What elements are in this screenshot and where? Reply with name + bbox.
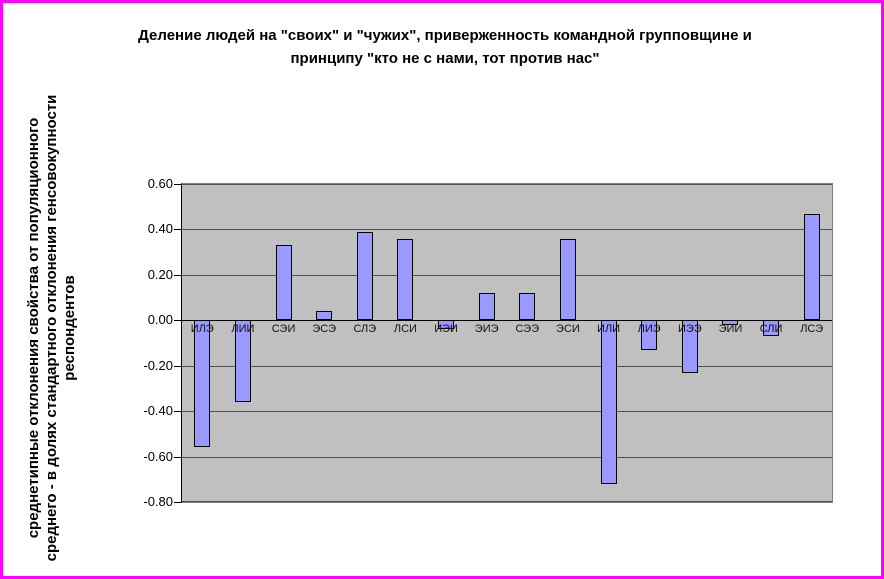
category-label-ЛИЭ: ЛИЭ [637, 323, 661, 336]
bar-СЛИ [763, 320, 780, 337]
bar-ИЛЭ [194, 320, 211, 448]
chart-title-line2: принципу "кто не с нами, тот против нас" [290, 49, 600, 67]
gridline [182, 274, 832, 276]
bar-ЛИЭ [641, 320, 658, 350]
bar-ЛСИ [397, 238, 414, 321]
bar-ИЭИ [438, 320, 455, 330]
gridline [182, 501, 832, 502]
plot-area: ИЛЭ ЛИИ СЭИ ЭСЭ СЛЭ ЛСИ ИЭИ ЭИЭ СЭЭ ЭСИ ИЛИ ЛИЭ ИЭЭ Э… [181, 183, 833, 503]
bar-ЭИЭ [478, 293, 495, 321]
y-tick-label: -0.80 [143, 494, 173, 509]
bar-ЭСЭ [316, 311, 333, 321]
bar-ЭСИ [559, 238, 576, 321]
category-label-ЭИИ: ЭИИ [718, 323, 743, 336]
bar-ИЭЭ [681, 320, 698, 373]
y-tick-label: -0.40 [143, 403, 173, 419]
gridline [182, 411, 832, 413]
category-label-ЛИИ: ЛИИ [231, 323, 255, 336]
bar-СЭИ [275, 245, 292, 321]
bar-ЛСЭ [803, 213, 820, 321]
y-tick-label: -0.20 [143, 357, 173, 373]
y-tick-label: 0.20 [147, 266, 173, 282]
y-tick-mark [174, 365, 181, 367]
bar-ЛИИ [234, 320, 251, 403]
category-label-ЭСЭ: ЭСЭ [312, 323, 336, 336]
y-tick-mark [174, 320, 181, 322]
y-axis-label: среднетипные отклонения свойства от попу… [25, 94, 78, 562]
y-tick-mark [174, 229, 181, 231]
category-label-ЭИЭ: ЭИЭ [474, 323, 499, 336]
gridline [182, 365, 832, 367]
gridline [182, 184, 832, 185]
y-tick-label: 0.40 [147, 221, 173, 237]
bar-СЭЭ [519, 293, 536, 321]
y-tick-mark [174, 184, 181, 185]
category-label-ИЛЭ: ИЛЭ [190, 323, 214, 336]
gridline [182, 229, 832, 231]
y-tick-mark [174, 502, 181, 503]
y-tick-label: 0.00 [147, 312, 173, 328]
y-tick-mark [174, 274, 181, 276]
y-tick-mark [174, 456, 181, 458]
y-tick-mark [174, 411, 181, 413]
category-label-ИЛИ: ИЛИ [597, 323, 621, 336]
category-label-ЛСИ: ЛСИ [393, 323, 417, 336]
category-label-ЭСИ: ЭСИ [556, 323, 580, 336]
category-label-СЛЭ: СЛЭ [353, 323, 377, 336]
chart-title: Деление людей на "своих" и "чужих", прив… [115, 25, 775, 70]
y-tick-label: 0.60 [147, 176, 173, 191]
bar-СЛЭ [356, 231, 373, 321]
x-axis-line [182, 320, 832, 322]
category-label-СЭИ: СЭИ [271, 323, 296, 336]
category-label-СЭЭ: СЭЭ [515, 323, 540, 336]
y-tick-label: -0.60 [143, 448, 173, 464]
category-label-ЛСЭ: ЛСЭ [800, 323, 824, 336]
gridline [182, 456, 832, 458]
bar-ЭИИ [722, 320, 739, 325]
bar-ИЛИ [600, 320, 617, 484]
category-label-ИЭИ: ИЭИ [434, 323, 458, 336]
category-label-ИЭЭ: ИЭЭ [677, 323, 702, 336]
category-label-СЛИ: СЛИ [759, 323, 783, 336]
chart-title-line1: Деление людей на "своих" и "чужих", прив… [138, 27, 752, 44]
